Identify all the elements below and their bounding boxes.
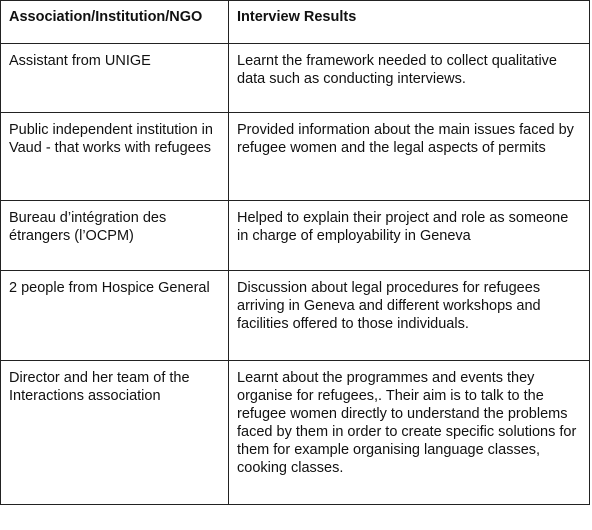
- institution-name: Assistant from UNIGE: [9, 53, 151, 69]
- table-row: Public independent institution in Vaud -…: [0, 112, 590, 201]
- institution-cell: 2 people from Hospice General: [0, 270, 229, 361]
- institution-cell: Bureau d’intégration des étrangers (l’OC…: [0, 200, 229, 271]
- institution-cell: Assistant from UNIGE: [0, 43, 229, 113]
- table-row: Bureau d’intégration des étrangers (l’OC…: [0, 200, 590, 271]
- column-header-institution: Association/Institution/NGO: [0, 0, 229, 44]
- result-cell: Learnt about the programmes and events t…: [228, 360, 590, 505]
- interview-result: Learnt the framework needed to collect q…: [237, 53, 557, 87]
- column-header-results: Interview Results: [228, 0, 590, 44]
- column-header-results-label: Interview Results: [237, 9, 357, 25]
- table-header-row: Association/Institution/NGO Interview Re…: [0, 0, 590, 44]
- interview-result: Provided information about the main issu…: [237, 122, 574, 156]
- result-cell: Discussion about legal procedures for re…: [228, 270, 590, 361]
- interview-result: Helped to explain their project and role…: [237, 210, 569, 244]
- interview-result: Learnt about the programmes and events t…: [237, 370, 577, 476]
- institution-name: 2 people from Hospice General: [9, 280, 210, 296]
- result-cell: Provided information about the main issu…: [228, 112, 590, 201]
- column-header-institution-label: Association/Institution/NGO: [9, 9, 203, 25]
- table-row: Director and her team of the Interaction…: [0, 360, 590, 505]
- table-row: Assistant from UNIGE Learnt the framewor…: [0, 43, 590, 113]
- result-cell: Learnt the framework needed to collect q…: [228, 43, 590, 113]
- institution-cell: Public independent institution in Vaud -…: [0, 112, 229, 201]
- institution-cell: Director and her team of the Interaction…: [0, 360, 229, 505]
- institution-name: Bureau d’intégration des étrangers (l’OC…: [9, 210, 167, 244]
- result-cell: Helped to explain their project and role…: [228, 200, 590, 271]
- interview-result: Discussion about legal procedures for re…: [237, 280, 541, 332]
- interview-results-table: Association/Institution/NGO Interview Re…: [0, 0, 590, 505]
- table-row: 2 people from Hospice General Discussion…: [0, 270, 590, 361]
- institution-name: Director and her team of the Interaction…: [9, 370, 190, 404]
- institution-name: Public independent institution in Vaud -…: [9, 122, 213, 156]
